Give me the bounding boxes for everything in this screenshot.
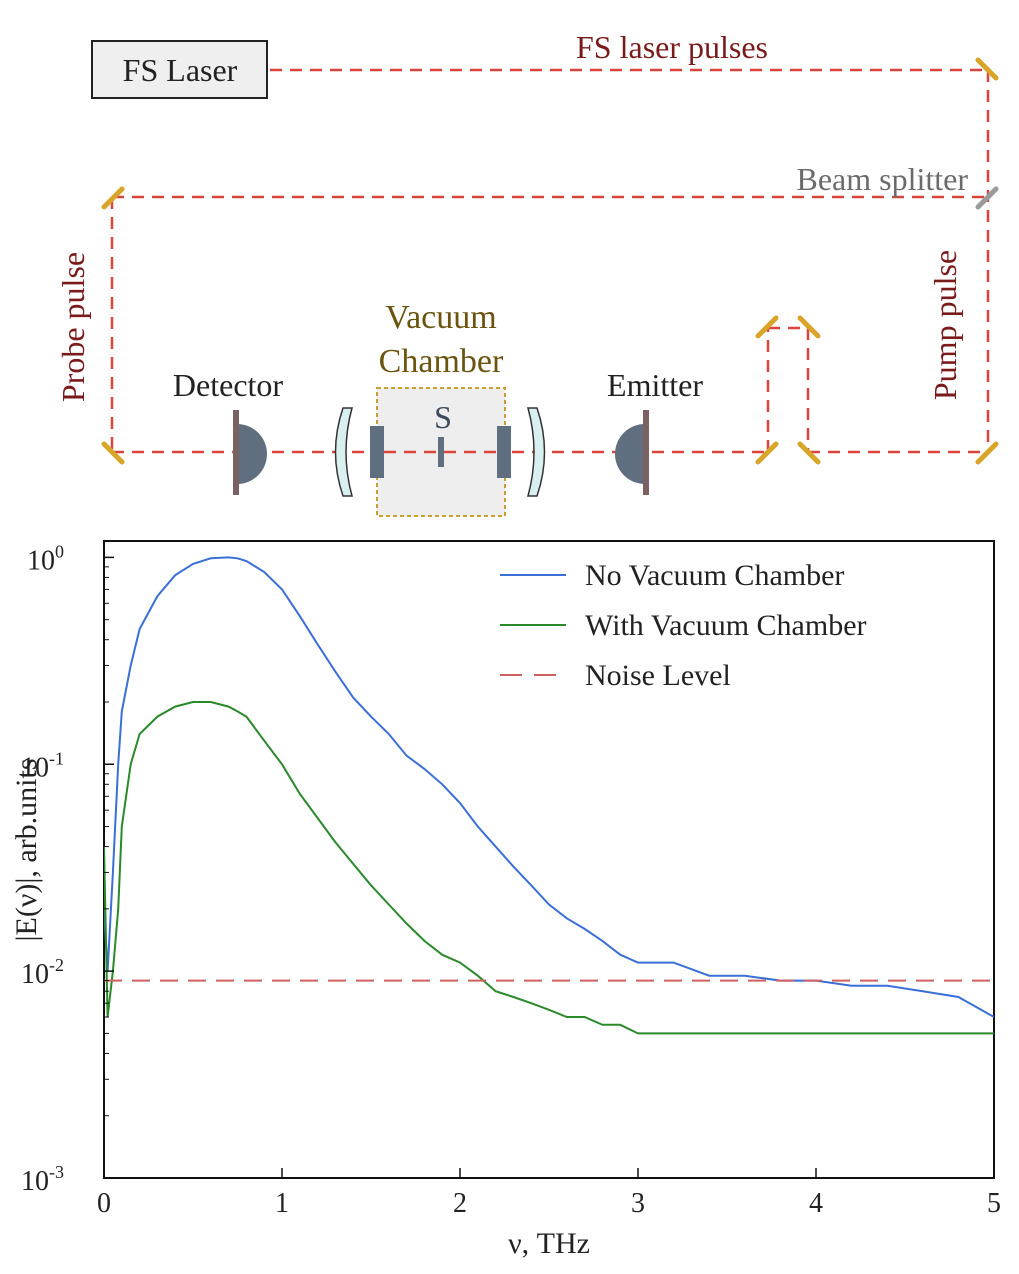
x-axis-label: ν, THz	[508, 1227, 590, 1260]
chamber-window-left	[370, 426, 384, 478]
legend-label-2: Noise Level	[585, 659, 731, 692]
x-tick-label-5: 5	[987, 1188, 1001, 1219]
y-axis-label: |E(ν)|, arb.units	[10, 758, 43, 941]
series-line-0	[104, 556, 994, 1018]
y-tick-exponent-0: 0	[55, 541, 64, 561]
emitter-plate	[643, 410, 649, 495]
laser-box	[91, 40, 268, 99]
x-tick-label-3: 3	[631, 1188, 645, 1219]
fs-pulses-label: FS laser pulses	[576, 29, 768, 65]
detector-dome	[237, 424, 267, 484]
y-tick-exponent-2: -2	[49, 955, 64, 975]
legend-label-0: No Vacuum Chamber	[585, 559, 844, 592]
series-line-1	[104, 701, 994, 1035]
mirror-top-left	[101, 186, 125, 210]
legend-label-1: With Vacuum Chamber	[585, 609, 867, 642]
laser-box-label: FS Laser	[123, 52, 238, 88]
ticks-layer	[103, 556, 995, 1179]
sample-label: S	[434, 399, 452, 435]
y-tick-label-0: 100	[27, 541, 64, 576]
legend: No Vacuum Chamber With Vacuum Chamber Nois…	[500, 559, 867, 692]
mirrors	[101, 57, 999, 465]
emitter	[615, 410, 649, 495]
mirror-bottom-right	[975, 441, 999, 465]
x-tick-label-0: 0	[97, 1188, 111, 1219]
series-layer	[104, 556, 994, 1035]
emitter-dome	[615, 424, 645, 484]
lens-left	[334, 407, 353, 497]
mirror-bottom-left	[101, 441, 125, 465]
detector-label: Detector	[173, 367, 284, 403]
beam-splitter-label: Beam splitter	[796, 161, 968, 197]
y-tick-exponent-1: -1	[49, 748, 64, 768]
x-tick-label-4: 4	[809, 1188, 823, 1219]
mirror-top-right	[975, 57, 999, 81]
mirror-delay-3	[797, 315, 821, 339]
lens-right	[527, 407, 546, 497]
vacuum-label-line1: Vacuum	[385, 299, 496, 336]
setup-diagram: FS Laser FS laser pulses Beam splitter P…	[55, 29, 999, 517]
beam-splitter-element	[975, 186, 999, 210]
vacuum-label-line2: Chamber	[379, 343, 504, 380]
mirror-delay-1	[755, 441, 779, 465]
x-tick-label-2: 2	[453, 1188, 467, 1219]
probe-pulse-label: Probe pulse	[55, 252, 91, 402]
x-tick-label-1: 1	[275, 1188, 289, 1219]
y-tick-exponent-3: -3	[49, 1162, 64, 1182]
emitter-label: Emitter	[607, 367, 703, 403]
plot-frame	[103, 540, 995, 1179]
mirror-delay-4	[797, 441, 821, 465]
sample	[438, 437, 444, 467]
y-tick-label-3: 10-3	[21, 1162, 64, 1197]
detector-plate	[233, 410, 239, 495]
y-tick-label-2: 10-2	[21, 955, 64, 990]
mirror-delay-2	[755, 315, 779, 339]
chamber-window-right	[497, 426, 511, 478]
pump-pulse-label: Pump pulse	[927, 250, 963, 400]
detector	[233, 410, 267, 495]
